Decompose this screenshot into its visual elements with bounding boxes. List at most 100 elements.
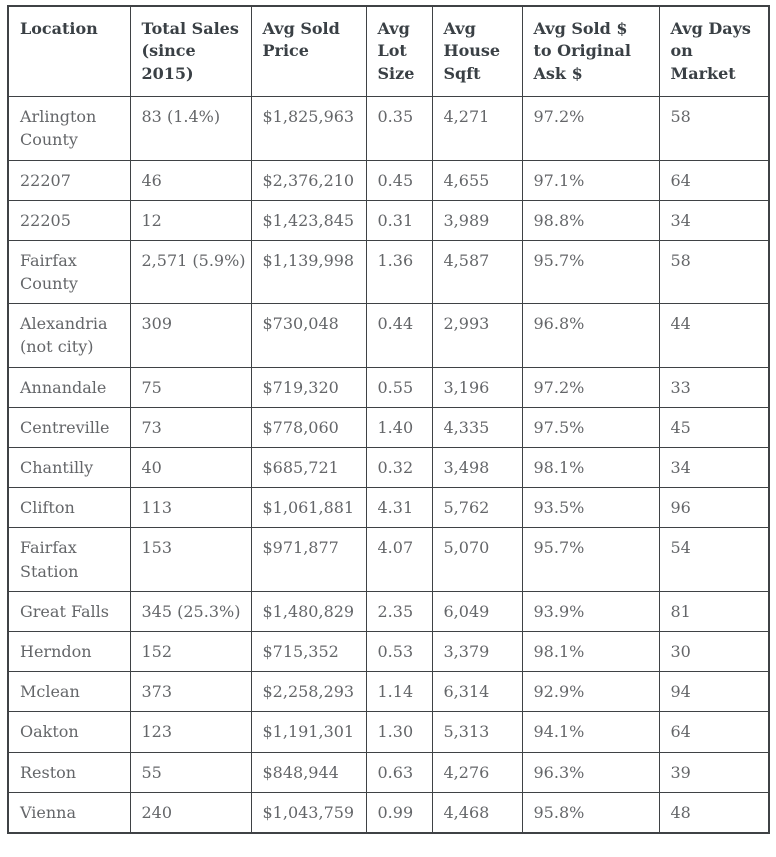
cell-avg-sold-to-original-ask: 94.1%	[521, 711, 660, 753]
cell-avg-sold-to-original-ask: 97.2%	[521, 96, 660, 161]
cell-avg-days-on-market: 44	[658, 303, 770, 368]
cell-total-sales-since-2015: 373	[129, 671, 252, 713]
cell-avg-house-sqft: 3,498	[431, 447, 523, 489]
cell-avg-sold-to-original-ask: 97.1%	[521, 159, 660, 201]
table-row-vienna: Vienna 240 $1,043,759 0.99 4,468 95.8% 48	[7, 791, 770, 834]
cell-total-sales-since-2015: 2,571 (5.9%)	[129, 239, 252, 305]
cell-location: Annandale	[7, 366, 131, 408]
table-row-22207: 22207 46 $2,376,210 0.45 4,655 97.1% 64	[7, 159, 770, 201]
cell-avg-sold-price: $685,721	[250, 447, 367, 489]
cell-avg-house-sqft: 6,049	[431, 590, 523, 632]
cell-total-sales-since-2015: 73	[129, 406, 252, 449]
cell-avg-days-on-market: 33	[658, 366, 770, 408]
table-row-alexandria-not-city: Alexandria (not city) 309 $730,048 0.44 2,99…	[7, 303, 770, 368]
cell-avg-house-sqft: 3,196	[431, 366, 523, 408]
cell-avg-days-on-market: 96	[658, 487, 770, 529]
table-row-fairfax-station: Fairfax Station 153 $971,877 4.07 5,070 95.7%…	[7, 527, 770, 592]
cell-avg-lot-size: 0.32	[365, 447, 433, 489]
table-row-mclean: Mclean 373 $2,258,293 1.14 6,314 92.9% 94	[7, 671, 770, 713]
cell-avg-days-on-market: 34	[658, 447, 770, 489]
cell-total-sales-since-2015: 309	[129, 303, 252, 368]
cell-location: Clifton	[7, 487, 131, 529]
cell-avg-sold-to-original-ask: 95.7%	[521, 527, 660, 592]
cell-avg-sold-price: $848,944	[250, 751, 367, 793]
cell-avg-lot-size: 2.35	[365, 590, 433, 632]
cell-location: Vienna	[7, 791, 131, 834]
cell-total-sales-since-2015: 123	[129, 711, 252, 753]
cell-avg-sold-to-original-ask: 92.9%	[521, 671, 660, 713]
cell-avg-days-on-market: 54	[658, 527, 770, 592]
cell-avg-house-sqft: 3,379	[431, 630, 523, 673]
cell-location: Centreville	[7, 406, 131, 449]
cell-avg-sold-price: $1,061,881	[250, 487, 367, 529]
cell-location: Mclean	[7, 671, 131, 713]
cell-avg-sold-to-original-ask: 96.3%	[521, 751, 660, 793]
cell-avg-house-sqft: 4,271	[431, 96, 523, 161]
column-header-avg-days-on-market: Avg Days on Market	[658, 5, 770, 98]
cell-avg-days-on-market: 64	[658, 711, 770, 753]
cell-avg-lot-size: 0.55	[365, 366, 433, 408]
table-row-oakton: Oakton 123 $1,191,301 1.30 5,313 94.1% 64	[7, 711, 770, 753]
cell-avg-sold-price: $730,048	[250, 303, 367, 368]
cell-total-sales-since-2015: 152	[129, 630, 252, 673]
cell-location: Great Falls	[7, 590, 131, 632]
cell-avg-sold-to-original-ask: 97.5%	[521, 406, 660, 449]
cell-avg-lot-size: 4.07	[365, 527, 433, 592]
cell-avg-house-sqft: 4,276	[431, 751, 523, 793]
cell-avg-house-sqft: 4,468	[431, 791, 523, 834]
column-header-avg-house-sqft: Avg House Sqft	[431, 5, 523, 98]
cell-avg-sold-price: $2,258,293	[250, 671, 367, 713]
cell-avg-lot-size: 1.40	[365, 406, 433, 449]
cell-avg-days-on-market: 30	[658, 630, 770, 673]
cell-avg-days-on-market: 34	[658, 199, 770, 241]
table-row-clifton: Clifton 113 $1,061,881 4.31 5,762 93.5% 96	[7, 487, 770, 529]
cell-avg-sold-price: $2,376,210	[250, 159, 367, 201]
table-row-chantilly: Chantilly 40 $685,721 0.32 3,498 98.1% 34	[7, 447, 770, 489]
cell-avg-sold-to-original-ask: 98.1%	[521, 447, 660, 489]
column-header-total-sales-since-2015: Total Sales (since 2015)	[129, 5, 252, 98]
cell-avg-sold-to-original-ask: 98.1%	[521, 630, 660, 673]
cell-total-sales-since-2015: 113	[129, 487, 252, 529]
cell-avg-days-on-market: 94	[658, 671, 770, 713]
cell-avg-house-sqft: 5,070	[431, 527, 523, 592]
cell-location: Chantilly	[7, 447, 131, 489]
cell-avg-lot-size: 0.63	[365, 751, 433, 793]
cell-avg-sold-to-original-ask: 97.2%	[521, 366, 660, 408]
cell-avg-lot-size: 0.53	[365, 630, 433, 673]
cell-location: Fairfax Station	[7, 527, 131, 592]
cell-avg-house-sqft: 5,313	[431, 711, 523, 753]
cell-avg-days-on-market: 39	[658, 751, 770, 793]
cell-avg-days-on-market: 58	[658, 96, 770, 161]
table-row-herndon: Herndon 152 $715,352 0.53 3,379 98.1% 30	[7, 630, 770, 673]
cell-location: Fairfax County	[7, 239, 131, 305]
cell-avg-sold-price: $1,480,829	[250, 590, 367, 632]
table-row-22205: 22205 12 $1,423,845 0.31 3,989 98.8% 34	[7, 199, 770, 241]
cell-avg-days-on-market: 58	[658, 239, 770, 305]
cell-avg-sold-price: $971,877	[250, 527, 367, 592]
cell-total-sales-since-2015: 83 (1.4%)	[129, 96, 252, 161]
cell-avg-sold-price: $1,139,998	[250, 239, 367, 305]
cell-location: Reston	[7, 751, 131, 793]
cell-total-sales-since-2015: 153	[129, 527, 252, 592]
cell-avg-house-sqft: 2,993	[431, 303, 523, 368]
table-row-annandale: Annandale 75 $719,320 0.55 3,196 97.2% 33	[7, 366, 770, 408]
cell-location: Alexandria (not city)	[7, 303, 131, 368]
cell-avg-lot-size: 0.45	[365, 159, 433, 201]
cell-avg-house-sqft: 4,335	[431, 406, 523, 449]
table-header-row: Location Total Sales (since 2015) Avg Sold…	[7, 5, 770, 98]
cell-avg-days-on-market: 81	[658, 590, 770, 632]
cell-total-sales-since-2015: 345 (25.3%)	[129, 590, 252, 632]
cell-total-sales-since-2015: 75	[129, 366, 252, 408]
cell-location: 22205	[7, 199, 131, 241]
cell-avg-house-sqft: 5,762	[431, 487, 523, 529]
cell-avg-days-on-market: 48	[658, 791, 770, 834]
cell-avg-sold-to-original-ask: 95.7%	[521, 239, 660, 305]
cell-total-sales-since-2015: 46	[129, 159, 252, 201]
column-header-avg-sold-to-original-ask: Avg Sold $ to Original Ask $	[521, 5, 660, 98]
cell-total-sales-since-2015: 240	[129, 791, 252, 834]
column-header-avg-sold-price: Avg Sold Price	[250, 5, 367, 98]
cell-avg-lot-size: 0.31	[365, 199, 433, 241]
table-row-centreville: Centreville 73 $778,060 1.40 4,335 97.5% 45	[7, 406, 770, 449]
table-row-fairfax-county: Fairfax County 2,571 (5.9%) $1,139,998 1.36…	[7, 239, 770, 305]
cell-avg-lot-size: 4.31	[365, 487, 433, 529]
